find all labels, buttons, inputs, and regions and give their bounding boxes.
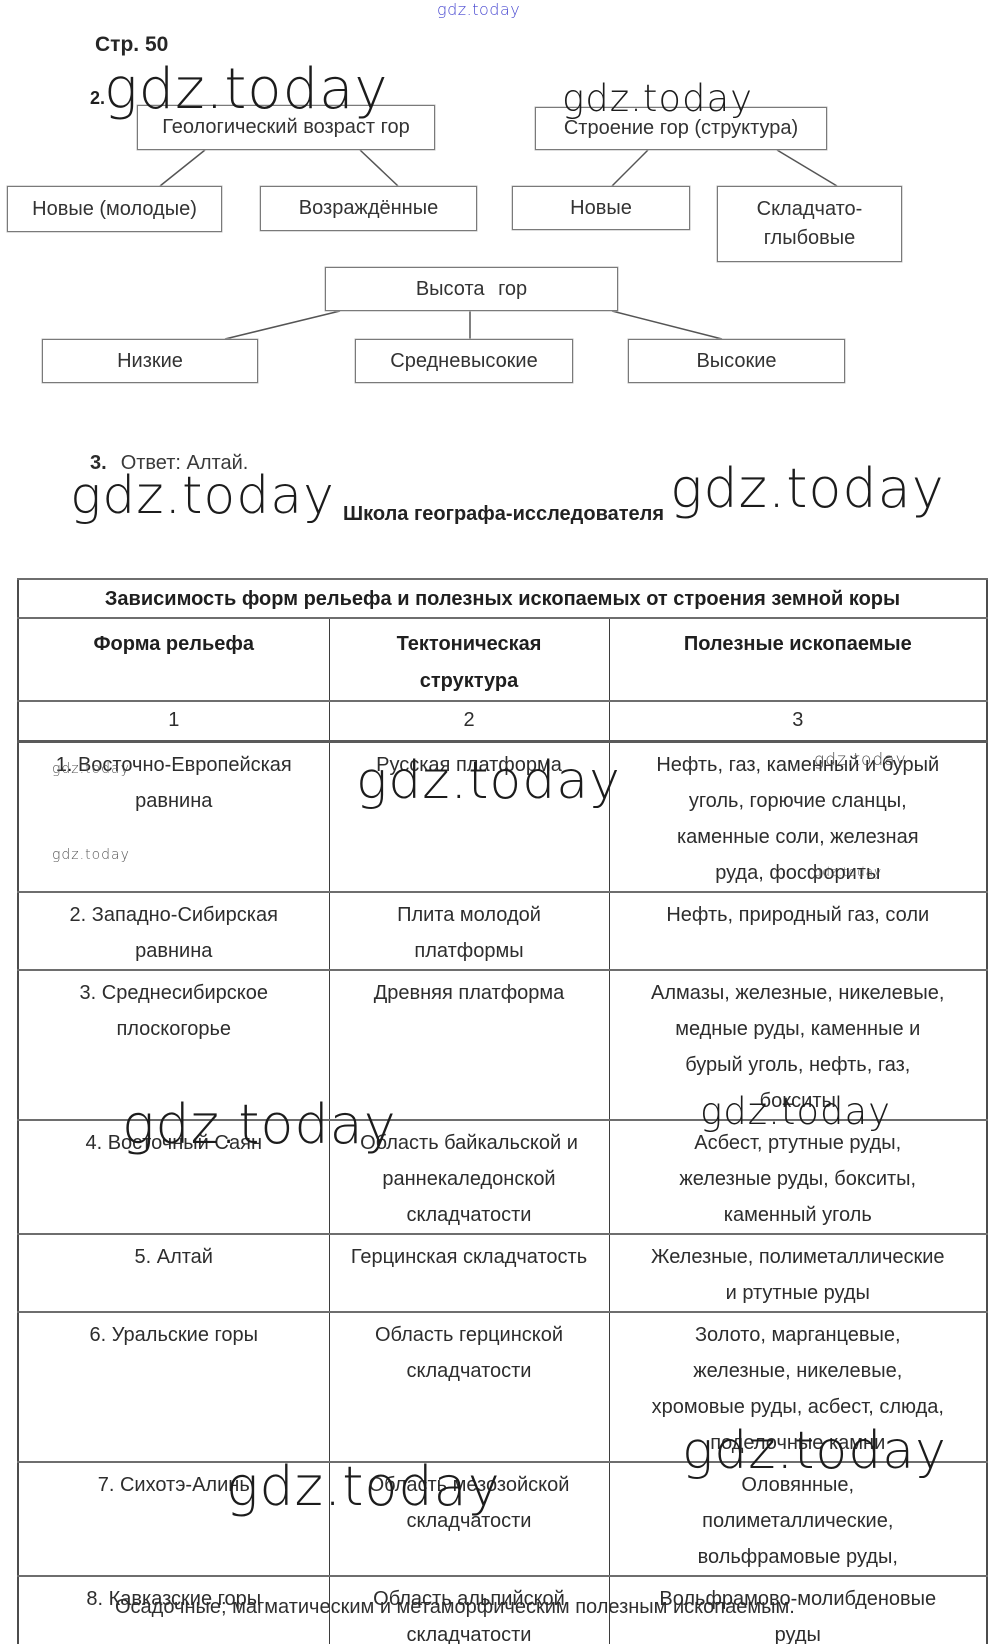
cell-relief: 4. Восточный Саян xyxy=(17,1118,330,1235)
cell-relief: 8. Кавказские горы xyxy=(17,1574,330,1644)
table-row: 4. Восточный Саян Область байкальской и … xyxy=(17,1118,988,1235)
table-title-row: Зависимость форм рельефа и полезных иско… xyxy=(17,578,988,619)
cell-structure: Русская платформа xyxy=(328,740,610,893)
table-row: 8. Кавказские горы Область альпийской ск… xyxy=(17,1574,988,1644)
header-relief-form: Форма рельефа xyxy=(17,617,330,702)
cell-relief: 6. Уральские горы xyxy=(17,1310,330,1463)
column-number-1: 1 xyxy=(17,700,330,743)
cell-minerals: Оловянные, полиметаллические, вольфрамов… xyxy=(608,1460,988,1577)
header-tectonic-structure: Тектоническая структура xyxy=(328,617,610,702)
table-row: 7. Сихотэ-Алинь Область мезозойской скла… xyxy=(17,1460,988,1577)
diagram-box-new-young: Новые (молодые) xyxy=(7,186,222,232)
diagram-box-structure: Строение гор (структура) xyxy=(535,107,827,150)
cell-relief: 3. Среднесибирское плоскогорье xyxy=(17,968,330,1121)
cell-relief: 2. Западно-Сибирская равнина xyxy=(17,890,330,971)
table-row: 5. Алтай Герцинская складчатость Железны… xyxy=(17,1232,988,1313)
cell-minerals: Асбест, ртутные руды, железные руды, бок… xyxy=(608,1118,988,1235)
task-3-answer: 3. Ответ: Алтай. xyxy=(90,452,248,475)
watermark-gdz-today: gdz.today xyxy=(670,457,945,520)
column-number-2: 2 xyxy=(328,700,610,743)
cell-structure: Область герцинской складчатости xyxy=(328,1310,610,1463)
cell-minerals: Нефть, природный газ, соли xyxy=(608,890,988,971)
header-minerals: Полезные ископаемые xyxy=(608,617,988,702)
cell-minerals: Вольфрамово-молибденовые руды xyxy=(608,1574,988,1644)
diagram-box-new: Новые xyxy=(512,186,690,230)
cell-minerals: Золото, марганцевые, железные, никелевые… xyxy=(608,1310,988,1463)
table-row: 6. Уральские горы Область герцинской скл… xyxy=(17,1310,988,1463)
task-3-number: 3. xyxy=(90,452,107,474)
diagram-box-reborn: Возраждённые xyxy=(260,186,477,231)
diagram-box-medium-high: Средневысокие xyxy=(355,339,573,383)
table-row: 1. Восточно-Европейская равнина Русская … xyxy=(17,740,988,893)
relief-minerals-table: Зависимость форм рельефа и полезных иско… xyxy=(17,578,989,1644)
task-2-number: 2. xyxy=(90,88,106,108)
cell-minerals: Нефть, газ, каменный и бурый уголь, горю… xyxy=(608,740,988,893)
cell-relief: 7. Сихотэ-Алинь xyxy=(17,1460,330,1577)
cell-structure: Герцинская складчатость xyxy=(328,1232,610,1313)
section-heading: Школа географа-исследователя xyxy=(343,503,665,525)
diagram-box-low: Низкие xyxy=(42,339,258,383)
cell-structure: Область байкальской и раннекаледонской с… xyxy=(328,1118,610,1235)
diagram-box-high: Высокие xyxy=(628,339,845,383)
cell-relief: 1. Восточно-Европейская равнина xyxy=(17,740,330,893)
watermark-gdz-today-blue: gdz.today xyxy=(437,0,521,19)
watermark-gdz-today: gdz.today xyxy=(70,466,335,526)
table-header-row: Форма рельефа Тектоническая структура По… xyxy=(17,617,988,702)
cell-structure: Область альпийской складчатости xyxy=(328,1574,610,1644)
table-row: 3. Среднесибирское плоскогорье Древняя п… xyxy=(17,968,988,1121)
cell-structure: Древняя платформа xyxy=(328,968,610,1121)
table-column-numbers-row: 1 2 3 xyxy=(17,700,988,743)
diagram-box-mountain-height: Высота гор xyxy=(325,267,618,311)
column-number-3: 3 xyxy=(608,700,988,743)
table-title: Зависимость форм рельефа и полезных иско… xyxy=(17,578,988,619)
diagram-box-fold-block: Складчато-глыбовые xyxy=(717,186,902,262)
cell-relief: 5. Алтай xyxy=(17,1232,330,1313)
page-number-heading: Стр. 50 xyxy=(95,33,169,56)
task-3-answer-text: Ответ: Алтай. xyxy=(120,452,249,474)
cell-structure: Плита молодой платформы xyxy=(328,890,610,971)
table-row: 2. Западно-Сибирская равнина Плита молод… xyxy=(17,890,988,971)
cell-minerals: Алмазы, железные, никелевые, медные руды… xyxy=(608,968,988,1121)
diagram-box-geological-age: Геологический возраст гор xyxy=(137,105,435,150)
cell-structure: Область мезозойской складчатости xyxy=(328,1460,610,1577)
cell-minerals: Железные, полиметаллические и ртутные ру… xyxy=(608,1232,988,1313)
